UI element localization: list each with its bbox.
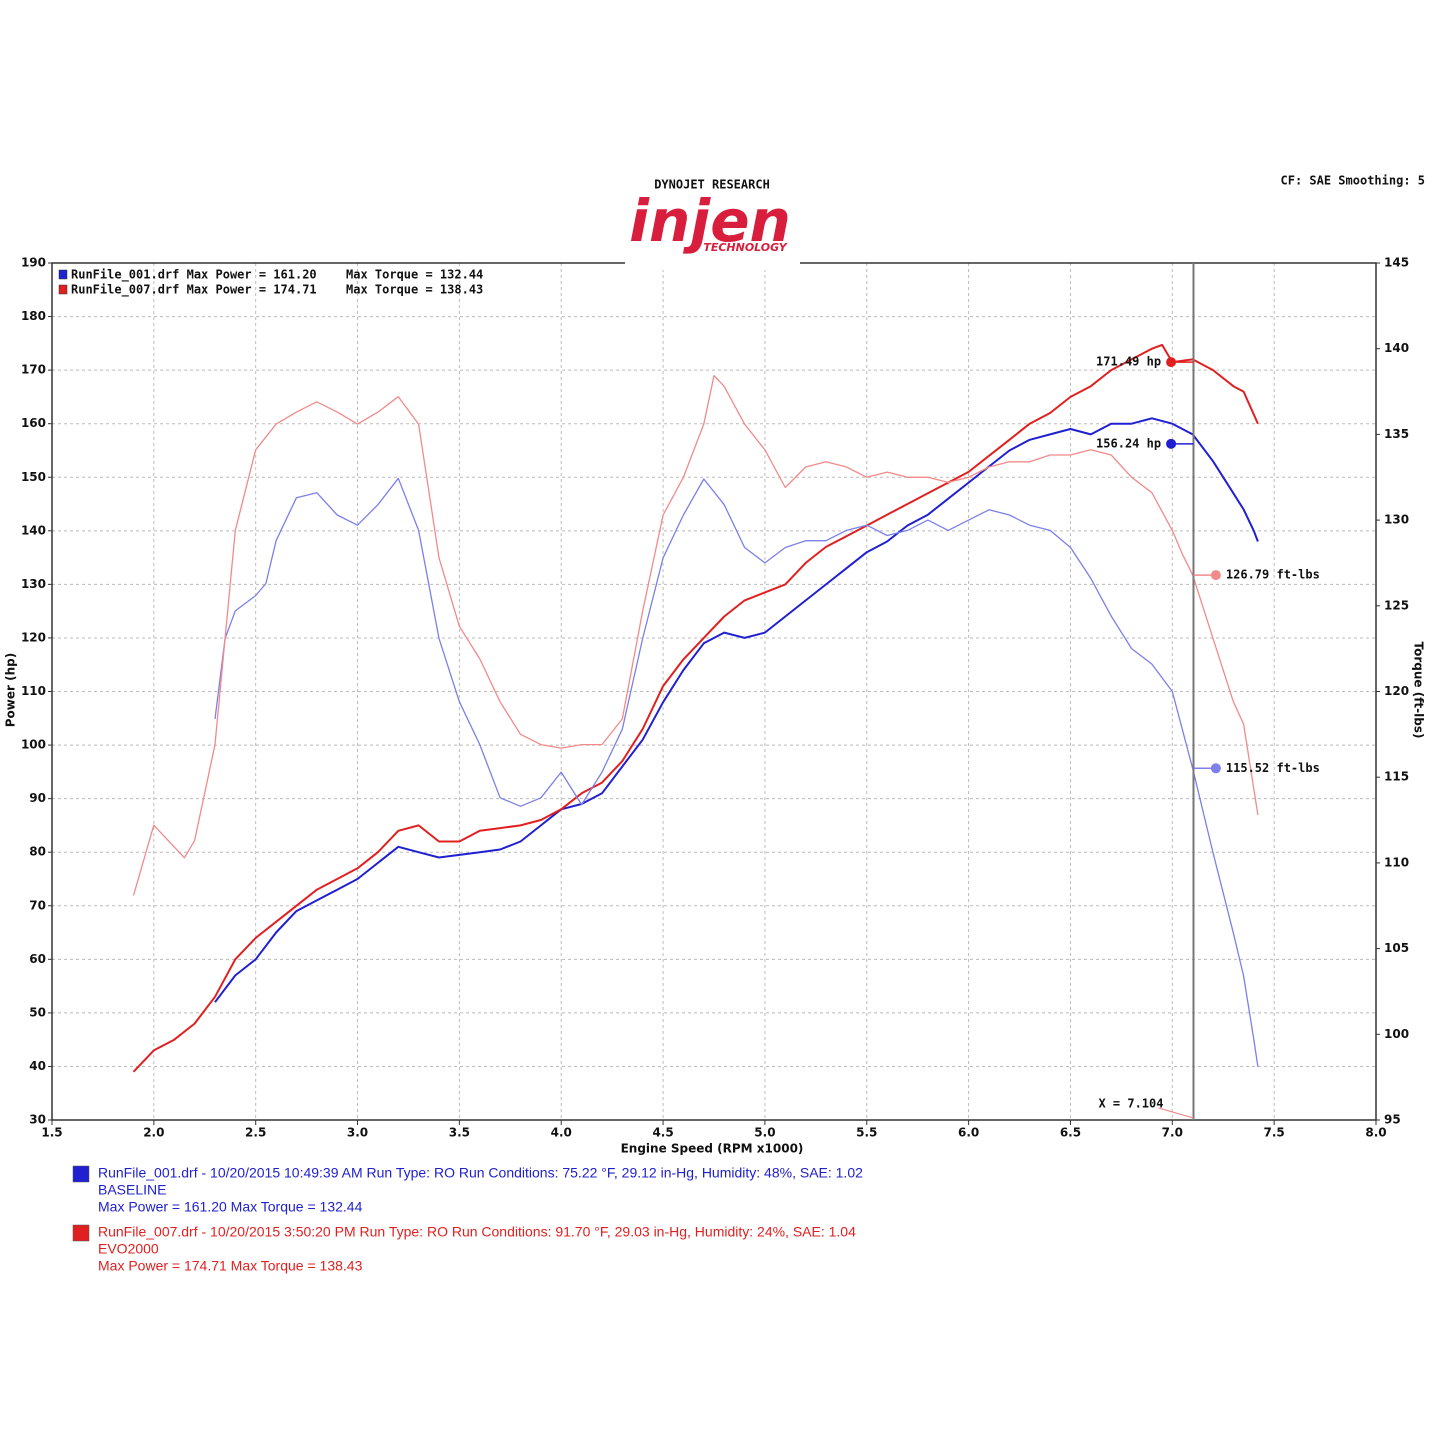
run-line: RunFile_001.drf - 10/20/2015 10:49:39 AM… xyxy=(98,1165,863,1181)
x-tick-label: 2.5 xyxy=(245,1126,266,1140)
readout-dot xyxy=(1210,763,1221,774)
y2-tick-label: 140 xyxy=(1384,341,1409,355)
cursor-pointer xyxy=(1158,1107,1194,1119)
x-tick-label: 6.0 xyxy=(958,1126,979,1140)
y2-axis-title: Torque (ft-lbs) xyxy=(1412,642,1426,739)
y2-tick-label: 100 xyxy=(1384,1027,1409,1041)
settings: CF: SAE Smoothing: 5 xyxy=(1281,174,1426,188)
series-line xyxy=(132,374,1259,896)
series-line xyxy=(214,477,1259,1067)
y-tick-label: 80 xyxy=(29,845,46,859)
logo-backdrop xyxy=(625,240,800,270)
y2-tick-label: 125 xyxy=(1384,598,1409,612)
legend-torque: Max Torque = 132.44 xyxy=(346,268,483,282)
y-tick-label: 150 xyxy=(21,470,46,484)
y2-tick-label: 115 xyxy=(1384,770,1409,784)
run-swatch xyxy=(72,1165,90,1183)
legend-torque: Max Torque = 138.43 xyxy=(346,283,483,297)
y2-tick-label: 135 xyxy=(1384,427,1409,441)
logo-sub: TECHNOLOGY xyxy=(703,241,787,254)
y-tick-label: 90 xyxy=(29,791,46,805)
x-tick-label: 2.0 xyxy=(143,1126,164,1140)
series-line xyxy=(132,343,1259,1073)
readout-label: 156.24 hp xyxy=(1096,436,1161,450)
y-tick-label: 50 xyxy=(29,1005,46,1019)
readout-label: 115.52 ft-lbs xyxy=(1226,761,1320,775)
readout-dot xyxy=(1166,357,1177,368)
run-line: Max Power = 161.20 Max Torque = 132.44 xyxy=(98,1199,363,1215)
x-tick-label: 5.5 xyxy=(856,1126,877,1140)
y-tick-label: 160 xyxy=(21,416,46,430)
y-tick-label: 100 xyxy=(21,738,46,752)
x-tick-label: 7.0 xyxy=(1162,1126,1183,1140)
run-line: Max Power = 174.71 Max Torque = 138.43 xyxy=(98,1258,363,1274)
y-tick-label: 120 xyxy=(21,630,46,644)
legend-swatch xyxy=(58,284,68,295)
readout-label: 126.79 ft-lbs xyxy=(1226,568,1320,582)
y2-tick-label: 120 xyxy=(1384,684,1409,698)
run-line: RunFile_007.drf - 10/20/2015 3:50:20 PM … xyxy=(98,1224,856,1240)
readout-label: 171.49 hp xyxy=(1096,355,1161,369)
y-tick-label: 110 xyxy=(21,684,46,698)
y2-tick-label: 95 xyxy=(1384,1113,1401,1127)
legend-swatch xyxy=(58,269,68,280)
y-tick-label: 130 xyxy=(21,577,46,591)
y-tick-label: 70 xyxy=(29,898,46,912)
legend-text: RunFile_001.drf Max Power = 161.20 xyxy=(71,268,317,283)
x-tick-label: 4.5 xyxy=(652,1126,673,1140)
y-tick-label: 170 xyxy=(21,363,46,377)
series-line xyxy=(214,417,1259,1003)
y2-tick-label: 110 xyxy=(1384,855,1409,869)
legend-text: RunFile_007.drf Max Power = 174.71 xyxy=(71,283,317,298)
x-axis-title: Engine Speed (RPM x1000) xyxy=(621,1142,804,1156)
y-tick-label: 190 xyxy=(21,256,46,270)
x-tick-label: 5.0 xyxy=(754,1126,775,1140)
y2-tick-label: 105 xyxy=(1384,941,1409,955)
y-tick-label: 180 xyxy=(21,309,46,323)
x-tick-label: 7.5 xyxy=(1264,1126,1285,1140)
run-line: EVO2000 xyxy=(98,1241,159,1257)
y2-tick-label: 145 xyxy=(1384,256,1409,270)
y-tick-label: 40 xyxy=(29,1059,46,1073)
y-tick-label: 140 xyxy=(21,523,46,537)
y2-tick-label: 130 xyxy=(1384,513,1409,527)
header: DYNOJET RESEARCH xyxy=(654,178,770,192)
run-swatch xyxy=(72,1224,90,1242)
x-tick-label: 8.0 xyxy=(1365,1126,1386,1140)
cursor-label: X = 7.104 xyxy=(1098,1097,1163,1111)
logo: injen xyxy=(629,187,791,255)
y-axis-title: Power (hp) xyxy=(4,653,18,727)
x-tick-label: 3.5 xyxy=(449,1126,470,1140)
readout-dot xyxy=(1166,438,1177,449)
x-tick-label: 1.5 xyxy=(41,1126,62,1140)
x-tick-label: 6.5 xyxy=(1060,1126,1081,1140)
readout-dot xyxy=(1210,570,1221,581)
y-tick-label: 60 xyxy=(29,952,46,966)
x-tick-label: 3.0 xyxy=(347,1126,368,1140)
run-line: BASELINE xyxy=(98,1182,166,1198)
x-tick-label: 4.0 xyxy=(551,1126,572,1140)
y-tick-label: 30 xyxy=(29,1113,46,1127)
